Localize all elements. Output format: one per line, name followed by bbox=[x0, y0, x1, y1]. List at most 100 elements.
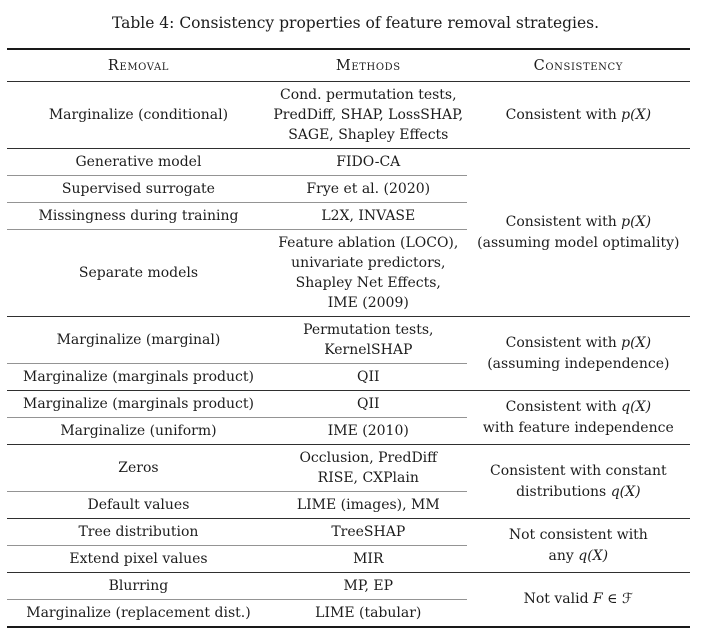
methods-line: univariate predictors, bbox=[291, 255, 446, 271]
consistency-cell: Consistent with p(X) bbox=[467, 82, 690, 148]
group-rows: Blurring MP, EP Marginalize (replacement… bbox=[7, 573, 467, 626]
table-row: Marginalize (marginals product) QII bbox=[7, 363, 467, 390]
table-row: Zeros Occlusion, PredDiff RISE, CXPlain bbox=[7, 445, 467, 491]
methods-line: QII bbox=[357, 369, 380, 385]
methods-cell: MP, EP bbox=[270, 573, 467, 599]
removal-cell: Missingness during training bbox=[38, 208, 239, 224]
group-constant-distributions: Zeros Occlusion, PredDiff RISE, CXPlain … bbox=[7, 444, 690, 518]
methods-line: KernelSHAP bbox=[324, 342, 413, 358]
methods-line: Cond. permutation tests, bbox=[279, 87, 457, 103]
methods-line: Frye et al. (2020) bbox=[306, 181, 431, 197]
consistency-line: distributions q(X) bbox=[516, 483, 641, 500]
consistency-line: Consistent with q(X) bbox=[505, 398, 652, 415]
removal-cell: Supervised surrogate bbox=[61, 181, 215, 197]
group-feature-independence: Marginalize (marginals product) QII Marg… bbox=[7, 390, 690, 444]
consistency-cell: Consistent with p(X) (assuming independe… bbox=[467, 317, 690, 390]
methods-line: MP, EP bbox=[343, 578, 394, 594]
table-row: Blurring MP, EP bbox=[7, 573, 467, 599]
removal-cell: Generative model bbox=[75, 154, 202, 170]
fraktur-f-symbol: ℱ bbox=[622, 591, 634, 607]
methods-cell: Frye et al. (2020) bbox=[270, 176, 467, 202]
consistency-line: Not consistent with bbox=[508, 526, 648, 543]
methods-line: PredDiff, SHAP, LossSHAP, bbox=[273, 107, 464, 123]
methods-line: IME (2010) bbox=[327, 423, 409, 439]
methods-line: Permutation tests, bbox=[303, 322, 434, 338]
methods-cell: QII bbox=[270, 364, 467, 390]
removal-cell: Marginalize (uniform) bbox=[60, 423, 217, 439]
group-marginalize-conditional: Marginalize (conditional) Cond. permutat… bbox=[7, 82, 690, 148]
methods-line: LIME (tabular) bbox=[315, 605, 422, 621]
table-row: Marginalize (marginals product) QII bbox=[7, 391, 467, 417]
group-rows: Marginalize (conditional) Cond. permutat… bbox=[7, 82, 467, 148]
removal-cell: Zeros bbox=[118, 460, 159, 476]
consistency-line: (assuming independence) bbox=[487, 355, 670, 372]
group-rows: Generative model FIDO-CA Supervised surr… bbox=[7, 149, 467, 316]
consistency-line: Not valid F ∈ ℱ bbox=[523, 591, 634, 607]
methods-line: MIR bbox=[353, 551, 384, 567]
methods-cell: IME (2010) bbox=[270, 418, 467, 444]
table-caption: Table 4: Consistency properties of featu… bbox=[111, 14, 600, 32]
methods-cell: LIME (tabular) bbox=[270, 600, 467, 626]
table-row: Generative model FIDO-CA bbox=[7, 149, 467, 175]
methods-cell: Occlusion, PredDiff RISE, CXPlain bbox=[270, 445, 467, 491]
column-header-consistency: Consistency bbox=[533, 57, 623, 74]
math-expression: q(X) bbox=[621, 398, 652, 415]
table-row: Default values LIME (images), MM bbox=[7, 491, 467, 518]
table-row: Supervised surrogate Frye et al. (2020) bbox=[7, 175, 467, 202]
methods-cell: Feature ablation (LOCO), univariate pred… bbox=[270, 230, 467, 316]
consistency-cell: Consistent with q(X) with feature indepe… bbox=[467, 391, 690, 444]
methods-line: IME (2009) bbox=[327, 295, 409, 311]
methods-line: Occlusion, PredDiff bbox=[299, 450, 438, 466]
math-expression: p(X) bbox=[621, 213, 652, 230]
methods-cell: FIDO-CA bbox=[270, 149, 467, 175]
methods-cell: QII bbox=[270, 391, 467, 417]
consistency-line: Consistent with p(X) bbox=[505, 106, 652, 123]
consistency-line: Consistent with p(X) bbox=[505, 213, 652, 230]
math-expression: p(X) bbox=[621, 106, 652, 123]
methods-cell: Permutation tests, KernelSHAP bbox=[270, 317, 467, 363]
removal-cell: Tree distribution bbox=[78, 524, 199, 540]
group-model-optimality: Generative model FIDO-CA Supervised surr… bbox=[7, 148, 690, 316]
group-not-valid: Blurring MP, EP Marginalize (replacement… bbox=[7, 572, 690, 626]
consistency-line: Consistent with constant bbox=[489, 462, 667, 479]
table-row: Tree distribution TreeSHAP bbox=[7, 519, 467, 545]
table-header-row: Removal Methods Consistency bbox=[7, 50, 690, 82]
removal-cell: Default values bbox=[87, 497, 190, 513]
consistency-line: Consistent with p(X) bbox=[505, 334, 652, 351]
consistency-cell: Consistent with p(X) (assuming model opt… bbox=[467, 149, 690, 316]
column-header-methods: Methods bbox=[335, 57, 401, 74]
group-assuming-independence: Marginalize (marginal) Permutation tests… bbox=[7, 316, 690, 390]
group-rows: Marginalize (marginal) Permutation tests… bbox=[7, 317, 467, 390]
removal-cell: Marginalize (marginals product) bbox=[22, 396, 254, 412]
removal-cell: Marginalize (marginal) bbox=[56, 332, 221, 348]
methods-cell: MIR bbox=[270, 546, 467, 572]
table-row: Marginalize (uniform) IME (2010) bbox=[7, 417, 467, 444]
math-expression: q(X) bbox=[610, 483, 641, 500]
removal-cell: Blurring bbox=[108, 578, 169, 594]
consistency-cell: Not valid F ∈ ℱ bbox=[467, 573, 690, 626]
group-not-consistent: Tree distribution TreeSHAP Extend pixel … bbox=[7, 518, 690, 572]
methods-cell: TreeSHAP bbox=[270, 519, 467, 545]
removal-cell: Separate models bbox=[78, 265, 199, 281]
removal-cell: Marginalize (conditional) bbox=[48, 107, 229, 123]
table-row: Missingness during training L2X, INVASE bbox=[7, 202, 467, 229]
consistency-cell: Consistent with constant distributions q… bbox=[467, 445, 690, 518]
removal-cell: Marginalize (replacement dist.) bbox=[26, 605, 251, 621]
methods-line: Feature ablation (LOCO), bbox=[278, 235, 459, 251]
group-rows: Marginalize (marginals product) QII Marg… bbox=[7, 391, 467, 444]
methods-line: TreeSHAP bbox=[331, 524, 406, 540]
table-row: Separate models Feature ablation (LOCO),… bbox=[7, 229, 467, 316]
methods-cell: Cond. permutation tests, PredDiff, SHAP,… bbox=[270, 82, 467, 148]
methods-line: FIDO-CA bbox=[336, 154, 401, 170]
consistency-table: Removal Methods Consistency Marginalize … bbox=[7, 48, 690, 628]
consistency-line: with feature independence bbox=[482, 419, 674, 436]
math-expression: F bbox=[593, 591, 603, 607]
table-row: Marginalize (marginal) Permutation tests… bbox=[7, 317, 467, 363]
consistency-line: (assuming model optimality) bbox=[477, 234, 680, 251]
group-rows: Zeros Occlusion, PredDiff RISE, CXPlain … bbox=[7, 445, 467, 518]
consistency-cell: Not consistent with any q(X) bbox=[467, 519, 690, 572]
methods-line: Shapley Net Effects, bbox=[295, 275, 441, 291]
table-row: Marginalize (replacement dist.) LIME (ta… bbox=[7, 599, 467, 626]
math-expression: p(X) bbox=[621, 334, 652, 351]
